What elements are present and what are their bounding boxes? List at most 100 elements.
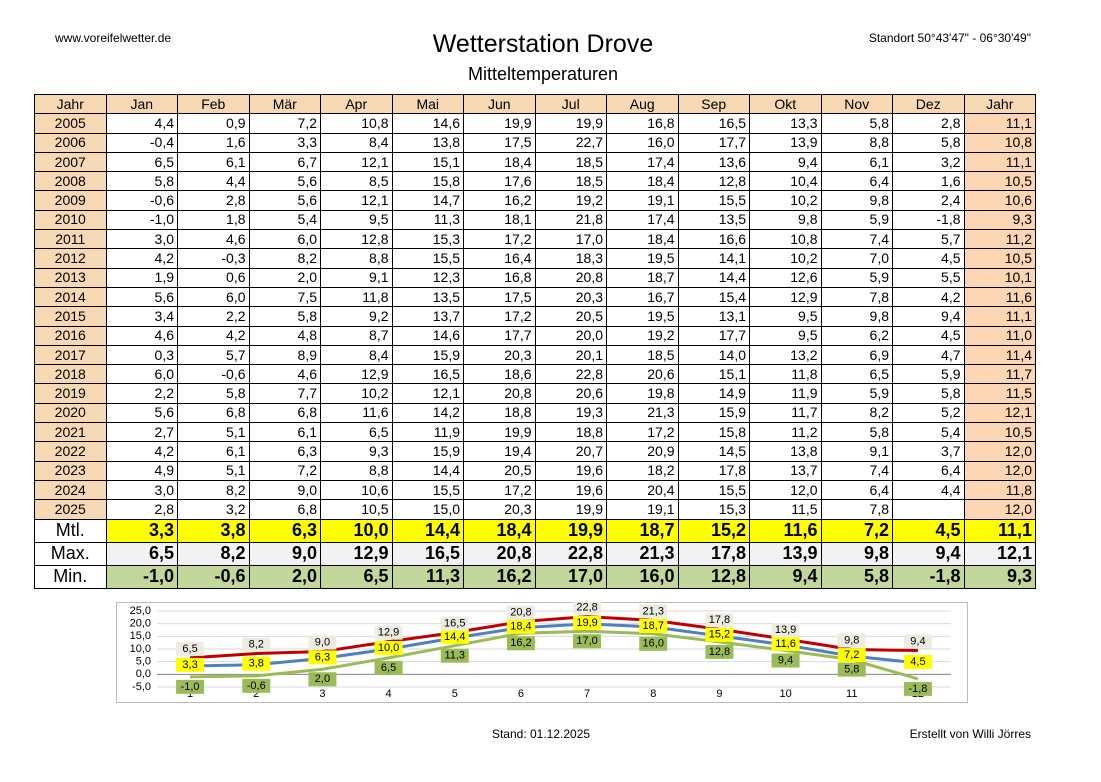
header-cell: Jahr — [963, 93, 1036, 115]
value-cell: 15,5 — [677, 479, 750, 501]
year-cell: 2021 — [34, 422, 107, 443]
value-cell: 14,5 — [677, 441, 750, 462]
data-label: 9,0 — [315, 636, 330, 648]
data-label: 8,2 — [249, 638, 264, 650]
data-label-bg — [308, 635, 337, 650]
y-tick-label: 0,0 — [136, 668, 151, 680]
value-cell: 6,8 — [248, 499, 321, 520]
value-cell: 11,5 — [963, 383, 1036, 404]
header-cell: Okt — [749, 93, 822, 115]
value-cell: 6,4 — [820, 479, 893, 501]
value-cell: 17,7 — [677, 325, 750, 346]
data-label: 6,3 — [315, 651, 330, 663]
value-cell: 7,2 — [248, 460, 321, 481]
data-label: 9,4 — [778, 654, 793, 666]
value-cell: 10,8 — [749, 229, 822, 250]
year-cell: 2014 — [34, 286, 107, 308]
data-label: 2,0 — [315, 673, 330, 685]
value-cell: 20,3 — [463, 499, 536, 520]
value-cell: 8,8 — [820, 132, 893, 153]
x-tick-label: 2 — [253, 688, 259, 700]
value-cell: 4,8 — [248, 325, 321, 346]
value-cell: 6,5 — [105, 151, 178, 173]
summary-cell: 11,1 — [963, 518, 1036, 543]
value-cell: 11,0 — [963, 325, 1036, 346]
summary-cell: -1,0 — [105, 564, 178, 589]
data-label: 22,8 — [576, 602, 597, 613]
value-cell: 6,5 — [820, 364, 893, 385]
value-cell: 0,3 — [105, 344, 178, 366]
value-cell: 9,8 — [820, 190, 893, 211]
value-cell: 11,5 — [749, 499, 822, 520]
summary-label: Min. — [34, 564, 107, 589]
value-cell: 10,4 — [749, 171, 822, 192]
subtitle: Mitteltemperaturen — [467, 64, 619, 84]
value-cell: 7,2 — [248, 113, 321, 134]
value-cell: 3,2 — [892, 151, 965, 173]
value-cell: 19,1 — [606, 499, 679, 520]
value-cell: 3,0 — [105, 229, 178, 250]
value-cell: 13,9 — [749, 132, 822, 153]
value-cell: 19,9 — [534, 113, 607, 134]
value-cell: 11,2 — [963, 229, 1036, 250]
value-cell: 4,2 — [105, 248, 178, 269]
year-row: 2022 4,2 6,1 6,3 9,3 15,9 19,4 20,7 20,9 14,5 13,8… — [34, 441, 1036, 462]
value-cell: 5,1 — [177, 422, 250, 443]
summary-cell: 18,4 — [463, 518, 536, 543]
value-cell: 4,5 — [892, 325, 965, 346]
value-cell: 15,9 — [391, 441, 464, 462]
value-cell: 11,2 — [749, 422, 822, 443]
data-label: -0,6 — [247, 680, 266, 692]
value-cell: 17,8 — [677, 460, 750, 481]
value-cell: 6,5 — [320, 422, 393, 443]
value-cell: 6,0 — [248, 229, 321, 250]
value-cell: 5,8 — [820, 422, 893, 443]
value-cell: 9,8 — [820, 306, 893, 327]
year-row: 2012 4,2 -0,3 8,2 8,8 15,5 16,4 18,3 19,5 14,1 10,… — [34, 248, 1036, 269]
summary-cell: 14,4 — [391, 518, 464, 543]
value-cell: 4,4 — [105, 113, 178, 134]
x-tick-label: 9 — [716, 688, 722, 700]
value-cell: 15,9 — [391, 344, 464, 366]
value-cell — [892, 499, 965, 520]
year-cell: 2005 — [34, 113, 107, 134]
data-label-bg — [440, 629, 469, 644]
value-cell: 5,8 — [248, 306, 321, 327]
value-cell: 17,4 — [606, 209, 679, 231]
value-cell: 2,8 — [892, 113, 965, 134]
data-label-bg — [771, 653, 800, 668]
value-cell: 2,0 — [248, 267, 321, 288]
summary-row: Mtl. 3,3 3,8 6,3 10,0 14,4 18,4 19,9 18,7 15,2 11,… — [34, 518, 1036, 543]
value-cell: 15,1 — [677, 364, 750, 385]
value-cell: 20,3 — [463, 344, 536, 366]
value-cell: 5,8 — [820, 113, 893, 134]
data-label-bg — [176, 679, 205, 694]
value-cell: 20,7 — [534, 441, 607, 462]
data-label-bg — [308, 672, 337, 687]
value-cell: 16,2 — [463, 190, 536, 211]
value-cell: 10,5 — [320, 499, 393, 520]
data-label: 11,6 — [775, 638, 796, 650]
year-cell: 2007 — [34, 151, 107, 173]
value-cell: 4,4 — [177, 171, 250, 192]
summary-cell: 16,5 — [391, 541, 464, 566]
value-cell: 14,4 — [391, 460, 464, 481]
summary-cell: -1,8 — [892, 564, 965, 589]
header-cell: Sep — [677, 93, 750, 115]
value-cell: 20,5 — [534, 306, 607, 327]
value-cell: 19,1 — [606, 190, 679, 211]
value-cell: 5,9 — [820, 209, 893, 231]
year-cell: 2017 — [34, 344, 107, 366]
data-label: 17,0 — [576, 635, 597, 647]
data-label-bg — [440, 648, 469, 663]
value-cell: 13,7 — [749, 460, 822, 481]
summary-cell: -0,6 — [177, 564, 250, 589]
value-cell: 11,1 — [963, 306, 1036, 327]
year-row: 2015 3,4 2,2 5,8 9,2 13,7 17,2 20,5 19,5 13,1 9,5 9… — [34, 306, 1036, 327]
value-cell: 15,1 — [391, 151, 464, 173]
value-cell: 12,8 — [320, 229, 393, 250]
value-cell: 10,1 — [963, 267, 1036, 288]
value-cell: 4,2 — [177, 325, 250, 346]
value-cell: 14,7 — [391, 190, 464, 211]
value-cell: 17,7 — [463, 325, 536, 346]
